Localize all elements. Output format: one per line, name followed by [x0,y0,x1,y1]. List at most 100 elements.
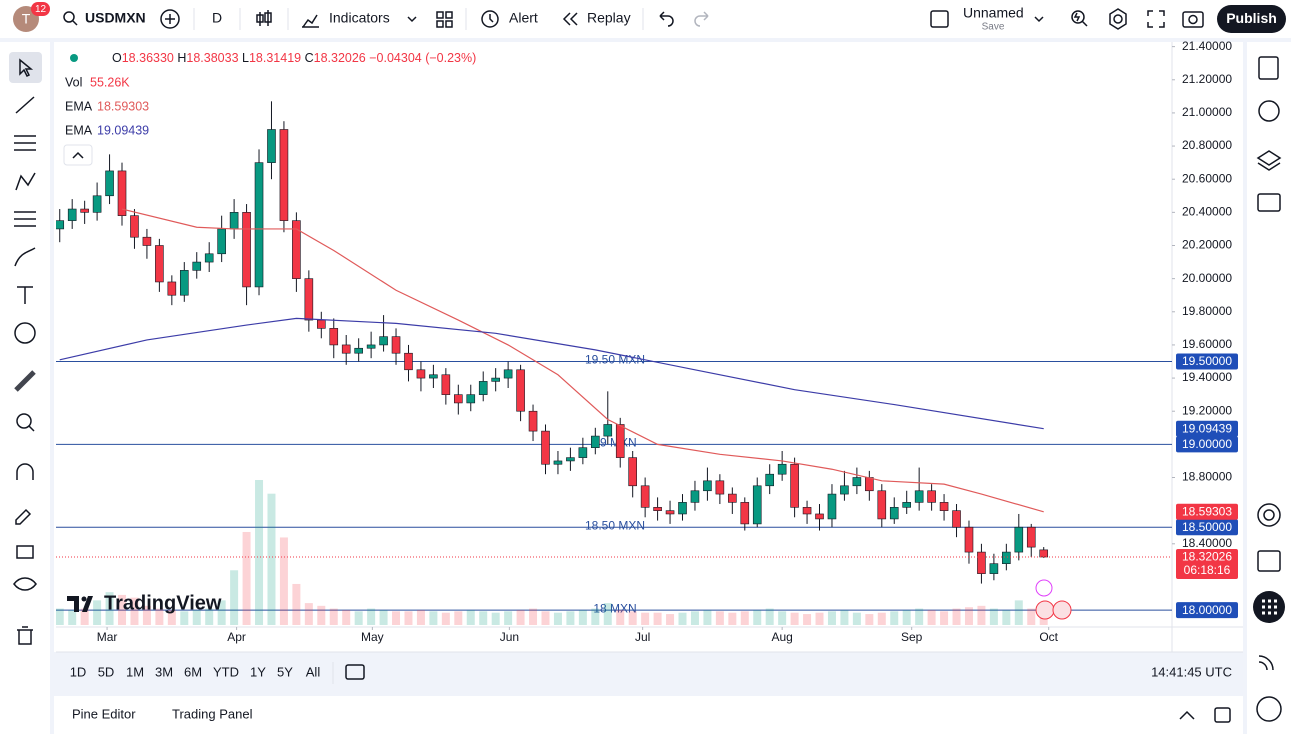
y-tick-label: 20.00000 [1182,271,1232,285]
x-tick-label: Oct [1039,630,1058,644]
pattern-tool[interactable] [15,172,36,191]
chats[interactable] [1257,193,1281,212]
candle-body [279,129,289,221]
watermark-logo [67,596,93,612]
calendar[interactable] [1257,550,1281,572]
candle-body [728,493,737,503]
range-button[interactable]: YTD [213,664,239,679]
candle-body [865,477,874,492]
candle-body [366,344,376,349]
legend-key: H [177,51,186,65]
layout-name[interactable]: Unnamed [963,5,1024,21]
delete-tool[interactable] [17,626,33,645]
candle-body [703,480,712,492]
alert-icon[interactable] [481,10,499,28]
legend-key: C [305,51,314,65]
fullscreen[interactable] [1147,10,1165,28]
candle-body [167,281,177,296]
alerts-panel[interactable] [1258,100,1280,122]
redo[interactable] [694,11,709,27]
chevron[interactable] [1034,16,1044,23]
economic-event[interactable] [1035,600,1055,620]
volume-bar [367,608,376,625]
x-tick-label: Jun [500,630,519,644]
chart-type-icon[interactable] [256,10,272,26]
fib-tool[interactable] [14,135,36,151]
volume-bar [142,605,151,625]
text-tool[interactable] [17,286,33,304]
snapshot[interactable] [1182,11,1204,28]
maximize-panel[interactable] [1179,710,1195,720]
settings[interactable] [1113,14,1123,24]
watchlist[interactable] [1258,56,1279,80]
brush-tool[interactable] [14,247,36,267]
footer-tab[interactable]: Trading Panel [172,706,253,721]
date-range-icon[interactable] [345,664,365,680]
price-line-badge [1176,353,1238,370]
undo[interactable] [659,11,674,27]
collapse-legend[interactable] [63,144,93,166]
volume-bar [666,614,675,625]
range-button[interactable]: 6M [184,664,202,679]
range-button[interactable]: 5D [98,664,115,679]
indicators-button[interactable]: Indicators [329,10,390,26]
streams[interactable] [1258,655,1274,671]
candle-body [591,435,600,448]
draw-lock[interactable] [15,508,32,525]
candle-body [416,369,426,379]
range-button[interactable]: 1Y [250,664,266,679]
candle-body [379,336,388,346]
right-toolbar [1247,42,1291,734]
candle-body [1026,526,1036,548]
volume-bar [292,583,301,625]
indicators-icon[interactable] [302,14,319,28]
hide-tool[interactable] [13,577,37,591]
quick-search[interactable] [1071,10,1085,24]
range-button[interactable]: 5Y [277,664,293,679]
candle-body [292,220,301,279]
replay-icon[interactable] [562,12,578,26]
object-tree[interactable] [1256,150,1282,171]
economic-event[interactable] [1052,600,1072,620]
chevron[interactable] [407,16,417,23]
candle-body [142,236,152,246]
magnet-tool[interactable] [16,463,34,480]
publish-button[interactable] [1217,5,1286,33]
interval[interactable]: D [212,10,222,26]
add-symbol[interactable] [160,9,180,29]
event-marker[interactable] [1035,579,1053,597]
panel-layout[interactable] [1214,707,1231,723]
range-button[interactable]: All [306,664,321,679]
price-line-badge-label: 19.50000 [1182,354,1232,368]
alert-button[interactable]: Alert [509,10,538,26]
candle-body [478,381,488,395]
trend-line-tool[interactable] [15,96,35,114]
volume-bar [765,608,774,625]
volume-bar [180,611,189,625]
snapshot-lens [1188,14,1198,25]
footer-tab[interactable]: Pine Editor [72,706,136,721]
ema-badge [1176,420,1238,437]
cursor-tool[interactable] [19,58,34,78]
ideas[interactable] [1257,503,1281,527]
range-button[interactable]: 3M [155,664,173,679]
candle-body [179,270,189,296]
symbol[interactable]: USDMXN [85,10,146,26]
lock-tool[interactable] [16,545,34,559]
volume-bar [317,605,326,625]
search-icon[interactable] [63,11,75,23]
replay-button[interactable]: Replay [587,10,631,26]
zoom-tool[interactable] [16,413,32,429]
range-button[interactable]: 1D [70,664,87,679]
layout-icon[interactable] [930,10,949,28]
avatar-letter: T [22,11,31,27]
volume-bar [379,609,388,625]
templates-icon[interactable] [436,11,453,28]
help[interactable] [1256,696,1282,722]
clock[interactable]: 14:41:45 UTC [1151,664,1232,679]
range-button[interactable]: 1M [126,664,144,679]
candle-body [1039,549,1049,558]
prediction-tool[interactable] [14,211,36,227]
ruler-tool[interactable] [14,370,36,392]
emoji-tool[interactable] [14,322,36,344]
